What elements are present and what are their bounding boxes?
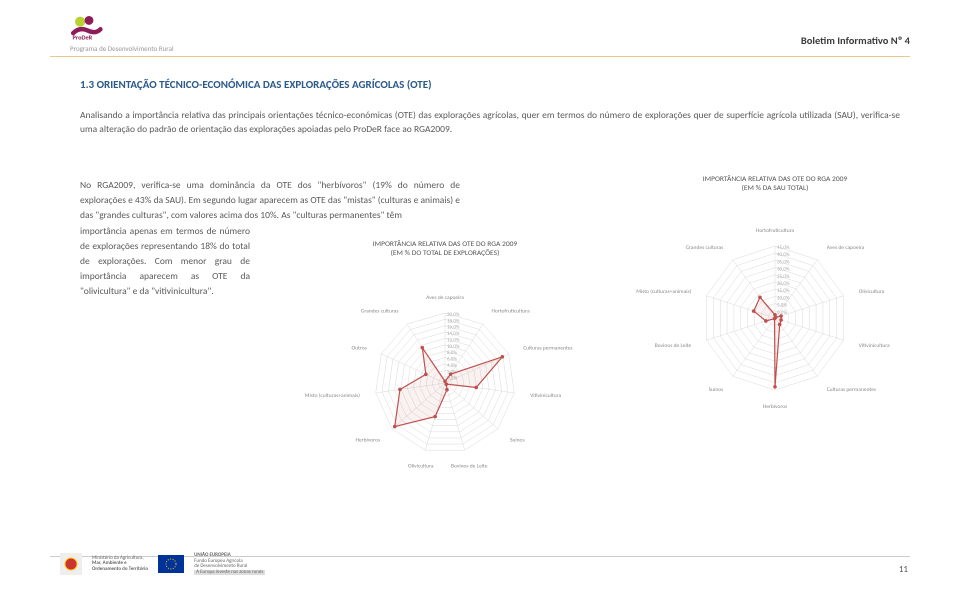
svg-text:Hortofruticultura: Hortofruticultura [756,228,794,234]
svg-text:16,0%: 16,0% [447,325,460,331]
svg-text:Bovinos de Leite: Bovinos de Leite [655,343,692,349]
svg-text:Hortofruticultura: Hortofruticultura [491,309,529,315]
radar2-title-1: IMPORTÂNCIA RELATIVA DAS OTE DO RGA 2009 [630,175,920,184]
svg-text:4,0%: 4,0% [447,363,457,369]
svg-text:Suínos: Suínos [510,437,525,443]
portugal-emblem-icon [60,553,82,575]
radar2-svg: Hortofruticultura Aves de capoeira Olivicu… [630,197,920,427]
svg-text:Herbívoros: Herbívoros [763,404,787,410]
svg-text:Culturas permanentes: Culturas permanentes [827,387,876,393]
svg-text:6,0%: 6,0% [447,357,457,363]
svg-text:15,0%: 15,0% [777,288,790,294]
svg-text:45,0%: 45,0% [777,245,790,251]
svg-text:Bovinos de Leite: Bovinos de Leite [451,464,488,470]
ministry-text: Ministério da Agricultura, Mar, Ambiente… [92,556,148,573]
svg-text:Vitivinicultura: Vitivinicultura [859,343,890,349]
svg-text:Grandes culturas: Grandes culturas [686,245,724,251]
svg-text:Misto (culturas+animais): Misto (culturas+animais) [305,392,360,399]
radar-chart-sau: IMPORTÂNCIA RELATIVA DAS OTE DO RGA 2009… [630,175,920,427]
eu-flag-icon [158,555,184,573]
svg-text:10,0%: 10,0% [447,344,460,350]
radar-chart-exploracoes: IMPORTÂNCIA RELATIVA DAS OTE DO RGA 2009… [280,240,610,492]
intro-paragraph: Analisando a importância relativa das pr… [80,108,900,137]
svg-text:40,0%: 40,0% [777,252,790,258]
radar1-title-2: (EM % DO TOTAL DE EXPLORAÇÕES) [280,249,610,258]
svg-text:Aves de capoeira: Aves de capoeira [827,245,865,251]
svg-text:25,0%: 25,0% [777,274,790,280]
proder-logo: ProDeR Programa de Desenvolvimento Rural [70,14,174,53]
svg-text:30,0%: 30,0% [777,267,790,273]
eu-text: UNIÃO EUROPEIA Fundo Europeu Agrícola de… [194,553,265,575]
svg-text:Grandes culturas: Grandes culturas [361,309,399,315]
svg-text:35,0%: 35,0% [777,259,790,265]
svg-text:Olivicultura: Olivicultura [859,289,885,295]
svg-text:Vitivinicultura: Vitivinicultura [530,393,561,399]
svg-text:ProDeR: ProDeR [73,33,93,41]
body-text-a: No RGA2009, verifica-se uma dominância d… [80,179,460,221]
svg-text:10,0%: 10,0% [777,295,790,301]
svg-text:18,0%: 18,0% [447,318,460,324]
svg-text:5,0%: 5,0% [777,303,787,309]
logo-caption: Programa de Desenvolvimento Rural [70,44,174,53]
svg-text:Aves de capoeira: Aves de capoeira [426,295,464,301]
page-number: 11 [899,564,908,575]
svg-text:Suínos: Suínos [709,387,724,393]
footer-logos: Ministério da Agricultura, Mar, Ambiente… [60,553,265,575]
svg-text:Olivicultura: Olivicultura [408,464,434,470]
svg-text:Outros: Outros [352,345,367,351]
svg-text:Misto (culturas+animais): Misto (culturas+animais) [636,288,691,295]
svg-text:20,0%: 20,0% [447,312,460,318]
section-title: 1.3 ORIENTAÇÃO TÉCNICO-ECONÓMICA DAS EXP… [80,78,432,91]
bulletin-title: Boletim Informativo Nº 4 [801,34,910,47]
svg-text:Culturas permanentes: Culturas permanentes [523,345,572,351]
header-rule [50,56,910,57]
radar1-title-1: IMPORTÂNCIA RELATIVA DAS OTE DO RGA 2009 [280,240,610,249]
svg-text:20,0%: 20,0% [777,281,790,287]
radar1-svg: Aves de capoeira Hortofruticultura Cultura… [280,262,610,492]
svg-text:12,0%: 12,0% [447,337,460,343]
svg-text:8,0%: 8,0% [447,350,457,356]
radar2-title-2: (EM % DA SAU TOTAL) [630,184,920,193]
body-text-b: importância apenas em termos de número d… [80,224,250,300]
svg-text:Herbívoros: Herbívoros [356,437,380,443]
svg-text:14,0%: 14,0% [447,331,460,337]
